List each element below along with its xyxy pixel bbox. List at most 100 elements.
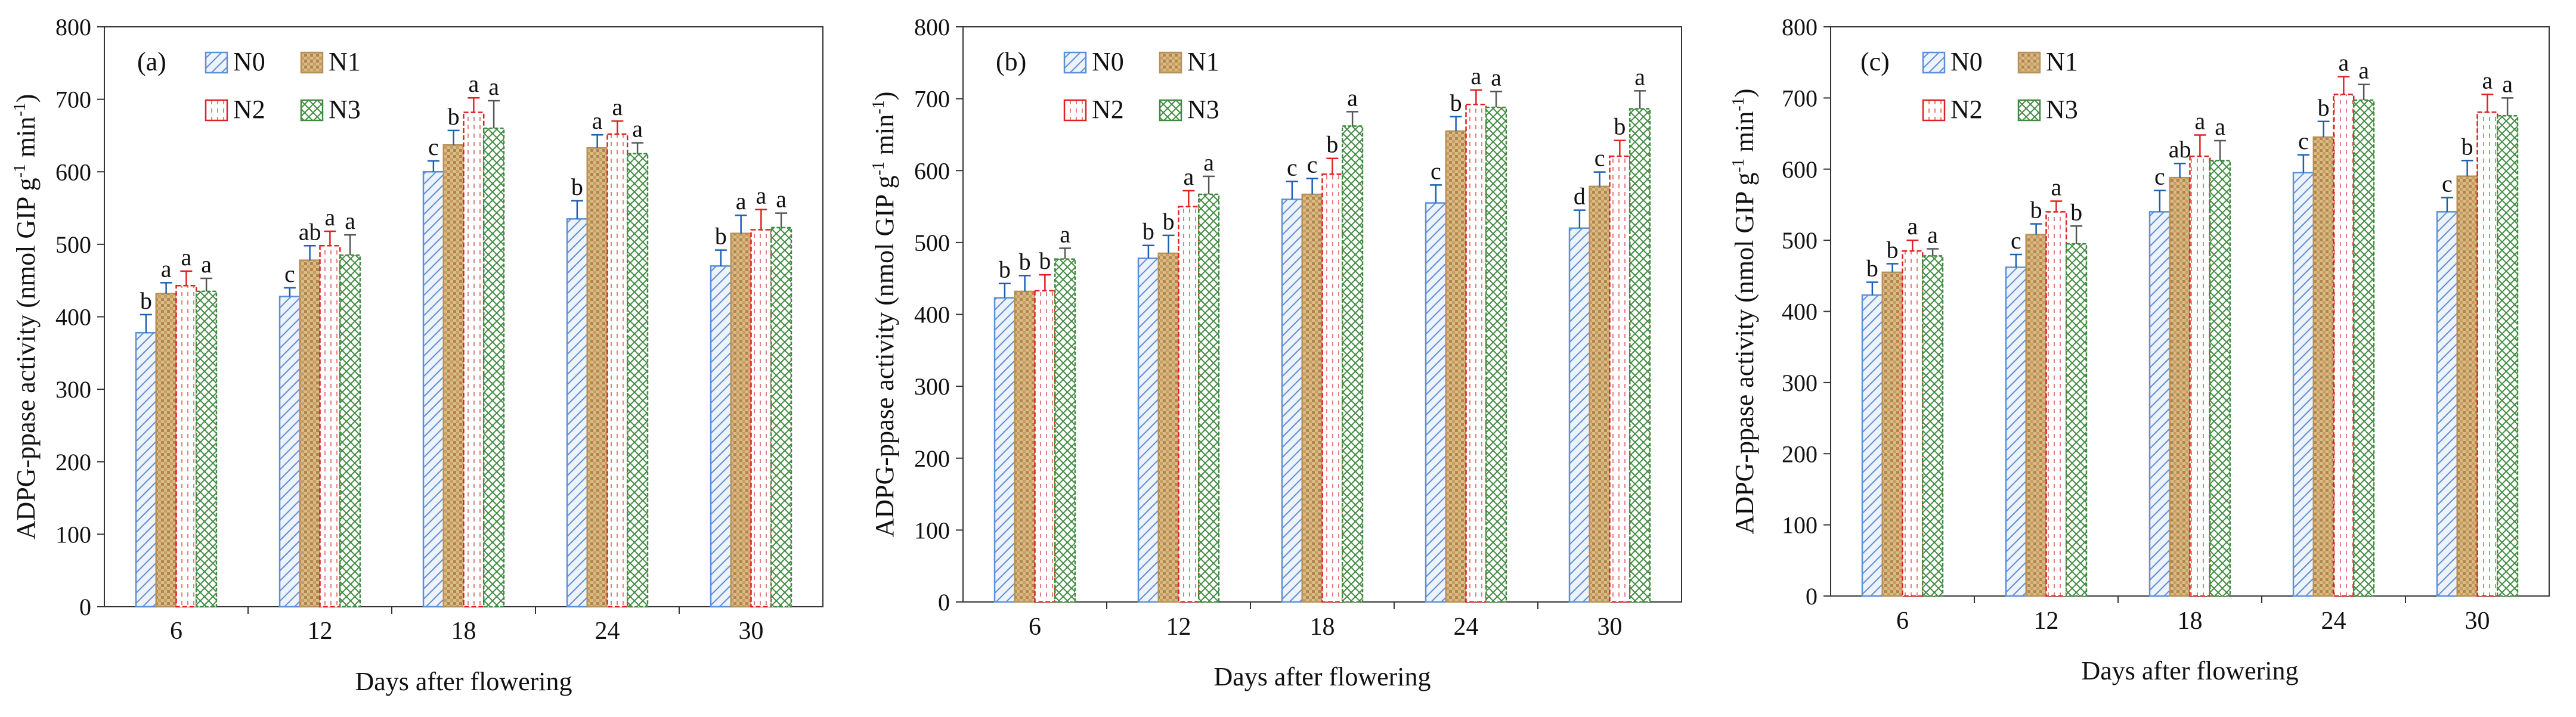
significance-letter: d <box>1574 183 1586 210</box>
y-axis-label: ADPG-ppase activity (nmol GIP g-1 min-1) <box>869 92 899 538</box>
significance-letter: a <box>1491 64 1501 91</box>
panel-label: (a) <box>137 47 166 76</box>
bar-n2-day-18 <box>2189 156 2211 597</box>
y-tick-label: 400 <box>914 302 950 328</box>
bar-n2-day-12 <box>1178 206 1200 603</box>
bar-n1-day-12 <box>1157 252 1179 603</box>
bar-n2-day-6 <box>1902 250 1924 597</box>
significance-letter: a <box>468 70 479 97</box>
y-tick-label: 100 <box>55 521 91 548</box>
bar-n0-day-6 <box>1861 294 1884 597</box>
significance-letter: c <box>2154 163 2165 190</box>
y-axis-label: ADPG-ppase activity (nmol GIP g-1 min-1) <box>1729 89 1759 535</box>
significance-letter: ab <box>2169 136 2191 163</box>
bar-n0-day-12 <box>1137 257 1160 603</box>
significance-letter: a <box>1927 221 1938 248</box>
bar-n0-day-30 <box>710 265 732 608</box>
bar-n1-day-24 <box>1445 130 1467 603</box>
bar-n2-day-12 <box>2045 211 2067 597</box>
bar-n3-day-24 <box>626 153 649 608</box>
significance-letter: a <box>345 207 355 234</box>
legend-label-n3: N3 <box>329 95 361 124</box>
y-tick-label: 400 <box>1782 299 1818 325</box>
significance-letter: ab <box>299 218 321 245</box>
bar-n3-day-30 <box>1628 108 1651 603</box>
significance-letter: a <box>592 107 603 134</box>
significance-letter: a <box>756 182 766 209</box>
y-tick-label: 400 <box>55 304 91 331</box>
significance-letter: b <box>1326 131 1338 158</box>
y-tick-label: 800 <box>55 14 91 41</box>
significance-letter: b <box>999 256 1011 283</box>
significance-letter: c <box>2011 227 2021 254</box>
x-tick-label: 18 <box>451 617 476 645</box>
significance-letter: a <box>2358 57 2369 84</box>
significance-letter: b <box>1866 255 1878 282</box>
y-tick-label: 500 <box>1782 227 1818 254</box>
significance-letter: a <box>181 244 191 271</box>
y-tick-label: 300 <box>914 373 950 400</box>
significance-letter: b <box>571 173 583 200</box>
legend-swatch-n2 <box>1922 99 1946 122</box>
x-axis-label: Days after flowering <box>355 667 572 696</box>
x-tick-label: 24 <box>595 617 620 645</box>
bar-n2-day-24 <box>1465 104 1487 603</box>
significance-letter: a <box>1203 149 1214 176</box>
y-tick-label: 200 <box>1782 440 1818 467</box>
legend-label-n0: N0 <box>1092 47 1124 76</box>
y-tick-label: 500 <box>914 229 950 256</box>
significance-letter: a <box>612 94 623 120</box>
bar-n2-day-6 <box>175 284 197 608</box>
significance-letter: a <box>2482 67 2493 94</box>
x-tick-label: 30 <box>739 617 764 645</box>
legend-label-n0: N0 <box>233 47 265 76</box>
legend-swatch-n1 <box>1159 51 1182 74</box>
bar-n0-day-6 <box>135 332 157 608</box>
significance-letter: b <box>140 287 152 314</box>
bar-n2-day-6 <box>1034 290 1056 603</box>
legend-swatch-n3 <box>1159 99 1182 122</box>
bar-n0-day-12 <box>278 296 301 608</box>
bar-n1-day-30 <box>730 232 752 608</box>
y-tick-label: 600 <box>914 157 950 184</box>
significance-letter: a <box>161 255 172 282</box>
bar-n1-day-12 <box>299 259 321 608</box>
x-axis-label: Days after flowering <box>2081 656 2298 685</box>
x-tick-label: 30 <box>1597 613 1623 641</box>
significance-letter: b <box>448 103 460 130</box>
bar-n2-day-18 <box>463 111 485 608</box>
bar-n2-day-30 <box>2476 111 2498 597</box>
legend-label-n3: N3 <box>1187 95 1219 124</box>
bar-n1-day-6 <box>1881 271 1903 597</box>
bar-n1-day-18 <box>1301 193 1323 603</box>
significance-letter: c <box>428 134 439 160</box>
legend-label-n1: N1 <box>1187 47 1219 76</box>
x-tick-label: 18 <box>2178 607 2203 635</box>
bar-n1-day-24 <box>2312 136 2334 597</box>
significance-letter: b <box>1019 248 1031 275</box>
significance-letter: a <box>201 251 212 278</box>
bar-n1-day-30 <box>1589 185 1611 603</box>
x-tick-label: 12 <box>2034 607 2059 635</box>
x-tick-label: 6 <box>1029 613 1041 641</box>
significance-letter: a <box>1183 163 1194 190</box>
x-tick-label: 24 <box>2321 607 2346 635</box>
legend-label-n0: N0 <box>1950 47 1983 76</box>
significance-letter: c <box>1307 151 1318 178</box>
x-tick-label: 24 <box>1454 613 1479 641</box>
significance-letter: a <box>1470 63 1481 89</box>
legend-swatch-n0 <box>1063 51 1087 74</box>
chart-a: 0 100 200 300 400 500 600 700 800 ADPG-ppase acti… <box>11 14 823 696</box>
bar-n0-day-18 <box>2148 211 2171 597</box>
significance-letter: b <box>2030 197 2042 224</box>
significance-letter: a <box>488 73 499 100</box>
significance-letter: a <box>2215 113 2225 140</box>
significance-letter: a <box>776 186 787 213</box>
legend-swatch-n0 <box>1922 51 1946 74</box>
significance-letter: b <box>715 223 727 250</box>
bar-n3-day-24 <box>1485 106 1507 603</box>
y-tick-label: 200 <box>914 445 950 472</box>
legend-swatch-n1 <box>2017 51 2041 74</box>
bar-n3-day-12 <box>339 254 361 608</box>
bar-n3-day-6 <box>1054 258 1076 603</box>
